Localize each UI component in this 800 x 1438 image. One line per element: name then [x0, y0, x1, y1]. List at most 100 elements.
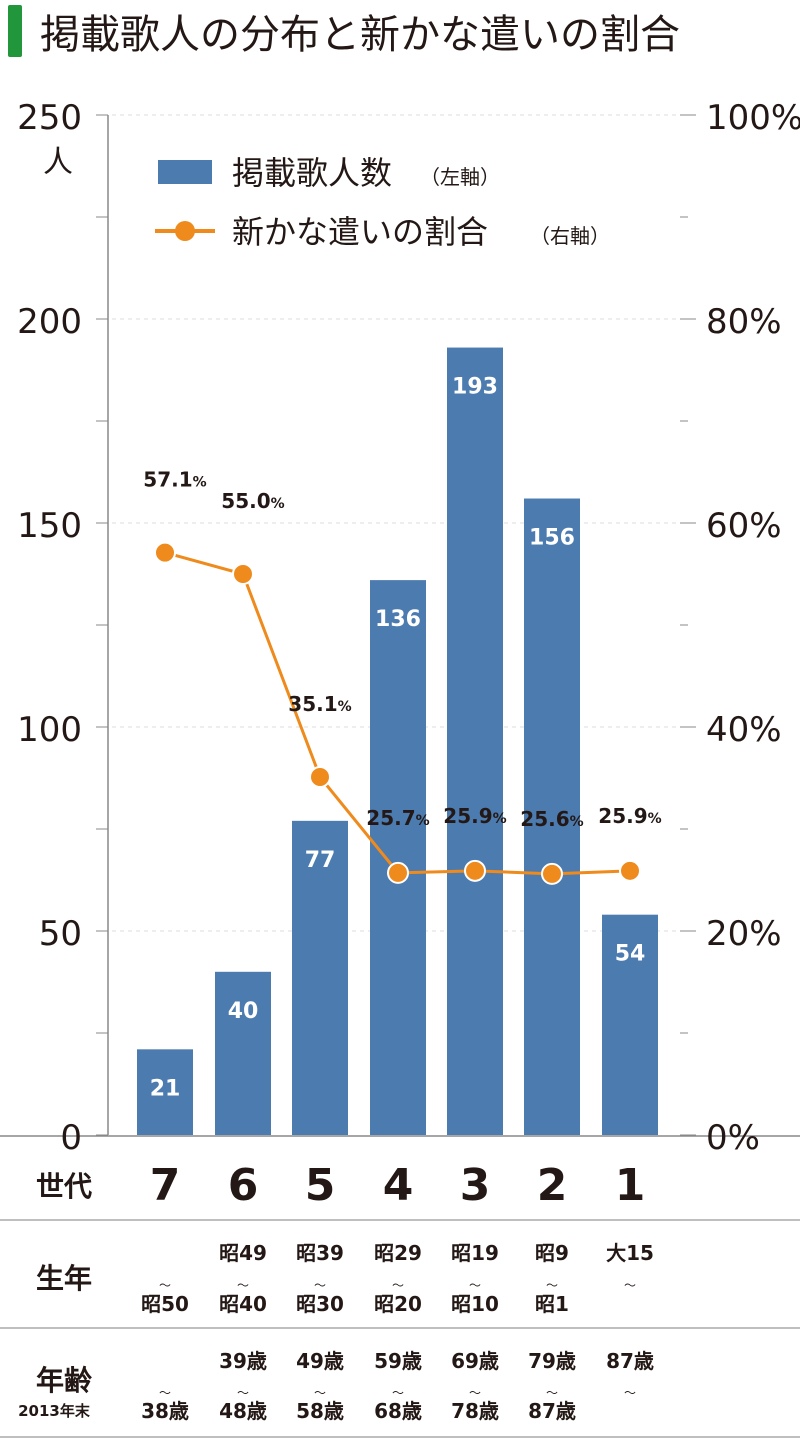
ratio-label: 57.1% [143, 468, 206, 492]
range-start: 39歳 [219, 1349, 267, 1373]
range-end: 78歳 [451, 1399, 499, 1423]
row-sublabel-age: 2013年末 [18, 1402, 91, 1420]
left-tick-label: 100 [17, 710, 82, 750]
range-end: 昭20 [374, 1292, 422, 1316]
percent-sign: % [193, 475, 207, 491]
row-label-generation: 世代 [36, 1170, 92, 1203]
bar [447, 347, 503, 1135]
ratio-value: 25.9 [443, 804, 492, 828]
ratio-label: 35.1% [288, 692, 351, 716]
range-start: 昭49 [219, 1241, 267, 1265]
range-end: 昭1 [535, 1292, 569, 1316]
range-mark: 〜 [546, 1386, 558, 1400]
range-mark: 〜 [159, 1386, 171, 1400]
range-start: 昭9 [535, 1241, 569, 1265]
ratio-point [309, 765, 331, 788]
range-mark: 〜 [546, 1279, 558, 1293]
ratio-point [619, 859, 641, 882]
generation-cell: 5 [305, 1160, 336, 1211]
right-tick-label: 100% [706, 98, 800, 138]
range-start: 昭19 [451, 1241, 499, 1265]
percent-sign: % [493, 811, 507, 827]
range-end: 昭30 [296, 1292, 344, 1316]
percent-sign: % [648, 811, 662, 827]
ratio-label: 55.0% [221, 489, 284, 513]
range-start: 59歳 [374, 1349, 422, 1373]
right-tick-label: 20% [706, 914, 782, 954]
range-mark: 〜 [237, 1279, 249, 1293]
ratio-value: 57.1 [143, 468, 192, 492]
bar-value-label: 40 [228, 999, 259, 1024]
generation-cell: 2 [537, 1160, 568, 1211]
ratio-value: 25.7 [366, 806, 415, 830]
range-end: 昭10 [451, 1292, 499, 1316]
ratio-value: 25.6 [520, 807, 569, 831]
generation-cell: 4 [383, 1160, 414, 1211]
percent-sign: % [271, 496, 285, 512]
legend-line-marker [175, 221, 195, 241]
range-end: 昭50 [141, 1292, 189, 1316]
range-mark: 〜 [624, 1279, 636, 1293]
range-start: 87歳 [606, 1349, 654, 1373]
bar [215, 971, 271, 1135]
range-mark: 〜 [392, 1386, 404, 1400]
range-mark: 〜 [237, 1386, 249, 1400]
percent-sign: % [338, 699, 352, 715]
range-mark: 〜 [469, 1386, 481, 1400]
left-tick-label: 250 [17, 98, 82, 138]
bar [370, 580, 426, 1135]
ratio-point [541, 862, 563, 885]
legend-bar-swatch [158, 160, 212, 184]
ratio-label: 25.9% [443, 804, 506, 828]
legend-bar-axis-note: （左軸） [420, 165, 500, 189]
range-mark: 〜 [314, 1279, 326, 1293]
range-end: 48歳 [219, 1399, 267, 1423]
generation-cell: 6 [228, 1160, 259, 1211]
bar [137, 1049, 193, 1135]
bar [524, 498, 580, 1135]
bar [602, 914, 658, 1135]
range-start: 大15 [606, 1241, 654, 1265]
right-tick-label: 0% [706, 1118, 760, 1158]
chart-title: 掲載歌人の分布と新かな遣いの割合 [40, 12, 680, 58]
bar-value-label: 21 [150, 1076, 181, 1101]
range-end: 38歳 [141, 1399, 189, 1423]
range-mark: 〜 [159, 1279, 171, 1293]
legend-line-label: 新かな遣いの割合 [232, 213, 488, 251]
range-end: 87歳 [528, 1399, 576, 1423]
generation-cell: 3 [460, 1160, 491, 1211]
range-start: 69歳 [451, 1349, 499, 1373]
generation-cell: 1 [615, 1160, 646, 1211]
range-mark: 〜 [624, 1386, 636, 1400]
ratio-label: 25.9% [598, 804, 661, 828]
ratio-point [154, 541, 176, 564]
bar-value-label: 136 [375, 607, 421, 632]
generation-cell: 7 [150, 1160, 181, 1211]
ratio-label: 25.7% [366, 806, 429, 830]
left-tick-label: 50 [39, 914, 82, 954]
row-label-birth-year: 生年 [36, 1262, 92, 1295]
left-axis-unit: 人 [43, 145, 73, 180]
bar-value-label: 54 [615, 942, 646, 967]
right-tick-label: 80% [706, 302, 782, 342]
range-end: 58歳 [296, 1399, 344, 1423]
title-bar-marker [8, 5, 22, 57]
ratio-value: 55.0 [221, 489, 270, 513]
bar-value-label: 156 [529, 526, 575, 551]
percent-sign: % [570, 814, 584, 830]
right-tick-label: 60% [706, 506, 782, 546]
legend-line-axis-note: （右軸） [530, 224, 610, 248]
bar-value-label: 193 [452, 375, 498, 400]
range-mark: 〜 [314, 1386, 326, 1400]
ratio-value: 25.9 [598, 804, 647, 828]
range-mark: 〜 [469, 1279, 481, 1293]
ratio-point [232, 563, 254, 585]
ratio-label: 25.6% [520, 807, 583, 831]
left-tick-label: 150 [17, 506, 82, 546]
range-end: 昭40 [219, 1292, 267, 1316]
right-tick-label: 40% [706, 710, 782, 750]
ratio-value: 35.1 [288, 692, 337, 716]
ratio-point [387, 861, 409, 884]
range-mark: 〜 [392, 1279, 404, 1293]
